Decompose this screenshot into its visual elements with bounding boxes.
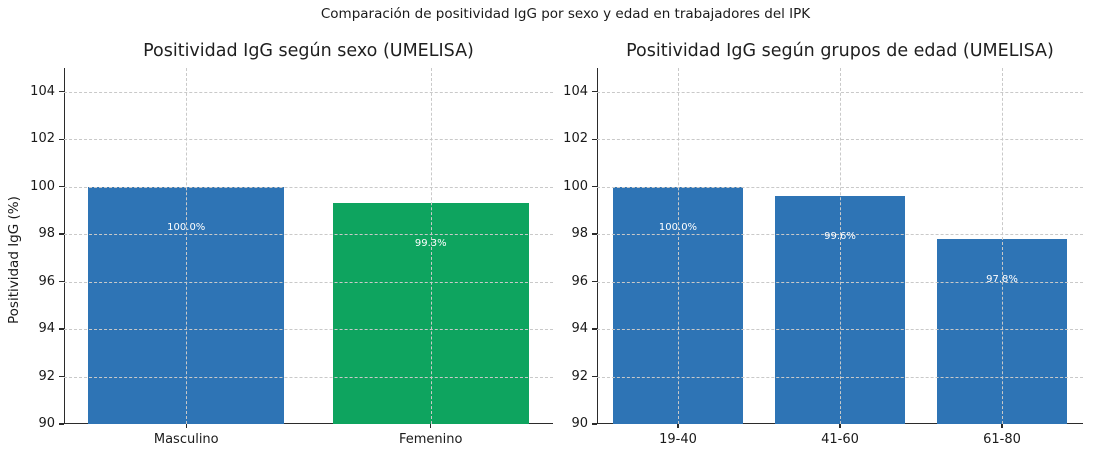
y-tick bbox=[59, 375, 64, 378]
y-tick bbox=[592, 423, 597, 425]
figure-suptitle: Comparación de positividad IgG por sexo … bbox=[320, 6, 811, 22]
x-tick bbox=[839, 424, 841, 428]
y-tick bbox=[592, 375, 597, 378]
x-tick-label: Masculino bbox=[153, 432, 219, 447]
subplot-title: Positividad IgG según grupos de edad (UM… bbox=[626, 41, 1054, 61]
plot-area bbox=[64, 68, 553, 424]
y-tick-label: 104 bbox=[30, 83, 55, 99]
y-tick-label: 94 bbox=[571, 321, 588, 337]
y-tick-label: 92 bbox=[38, 368, 55, 384]
x-tick bbox=[1001, 424, 1003, 428]
y-tick bbox=[59, 185, 64, 188]
y-tick bbox=[592, 328, 597, 330]
y-tick bbox=[592, 280, 597, 283]
y-gridline bbox=[64, 234, 553, 236]
x-tick-label: 41-60 bbox=[821, 432, 859, 447]
subplot-title: Positividad IgG según sexo (UMELISA) bbox=[143, 41, 474, 61]
y-tick-label: 102 bbox=[30, 131, 55, 147]
x-tick bbox=[677, 424, 679, 428]
x-tick bbox=[185, 424, 187, 428]
y-tick-label: 100 bbox=[30, 178, 55, 194]
y-tick-label: 104 bbox=[563, 83, 588, 99]
y-tick bbox=[592, 233, 597, 235]
y-gridline bbox=[64, 376, 553, 378]
y-gridline bbox=[64, 329, 553, 331]
bar-value-label: 100.0% bbox=[658, 221, 698, 233]
y-gridline bbox=[64, 281, 553, 283]
y-tick bbox=[59, 233, 64, 235]
x-tick-label: 19-40 bbox=[659, 432, 697, 447]
y-tick bbox=[59, 138, 64, 140]
bar-value-label: 100.0% bbox=[167, 221, 206, 233]
y-tick-label: 92 bbox=[571, 368, 588, 384]
y-tick-label: 100 bbox=[563, 178, 588, 194]
bar bbox=[937, 238, 1067, 424]
bar-value-label: 99.6% bbox=[824, 231, 856, 243]
bar-value-label: 99.3% bbox=[414, 238, 447, 250]
y-tick bbox=[59, 91, 64, 93]
y-tick bbox=[59, 280, 64, 283]
y-tick bbox=[59, 423, 64, 425]
y-gridline bbox=[64, 91, 553, 93]
y-tick bbox=[59, 328, 64, 330]
bar bbox=[332, 203, 529, 424]
bar-value-label: 97.8% bbox=[986, 273, 1018, 285]
x-gridline bbox=[430, 68, 432, 424]
bar bbox=[88, 186, 285, 424]
y-axis-label: Positividad IgG (%) bbox=[6, 196, 22, 324]
bar bbox=[613, 186, 743, 424]
y-tick-label: 90 bbox=[38, 416, 55, 431]
x-gridline bbox=[186, 68, 188, 424]
y-gridline bbox=[64, 139, 553, 141]
y-gridline bbox=[64, 186, 553, 188]
y-tick-label: 98 bbox=[571, 226, 588, 242]
y-tick-label: 102 bbox=[563, 131, 588, 147]
y-tick bbox=[592, 91, 597, 93]
y-tick-label: 90 bbox=[571, 416, 588, 431]
x-tick bbox=[430, 424, 432, 428]
x-gridline bbox=[840, 68, 841, 424]
y-tick-label: 96 bbox=[571, 273, 588, 289]
x-gridline bbox=[678, 68, 679, 424]
y-tick bbox=[592, 185, 597, 188]
y-tick bbox=[592, 138, 597, 140]
y-tick-label: 98 bbox=[38, 226, 55, 242]
y-tick-label: 96 bbox=[38, 273, 55, 289]
x-tick-label: Femenino bbox=[399, 432, 463, 447]
y-tick-label: 94 bbox=[38, 321, 55, 337]
x-gridline bbox=[1002, 68, 1003, 424]
x-tick-label: 61-80 bbox=[983, 432, 1021, 447]
